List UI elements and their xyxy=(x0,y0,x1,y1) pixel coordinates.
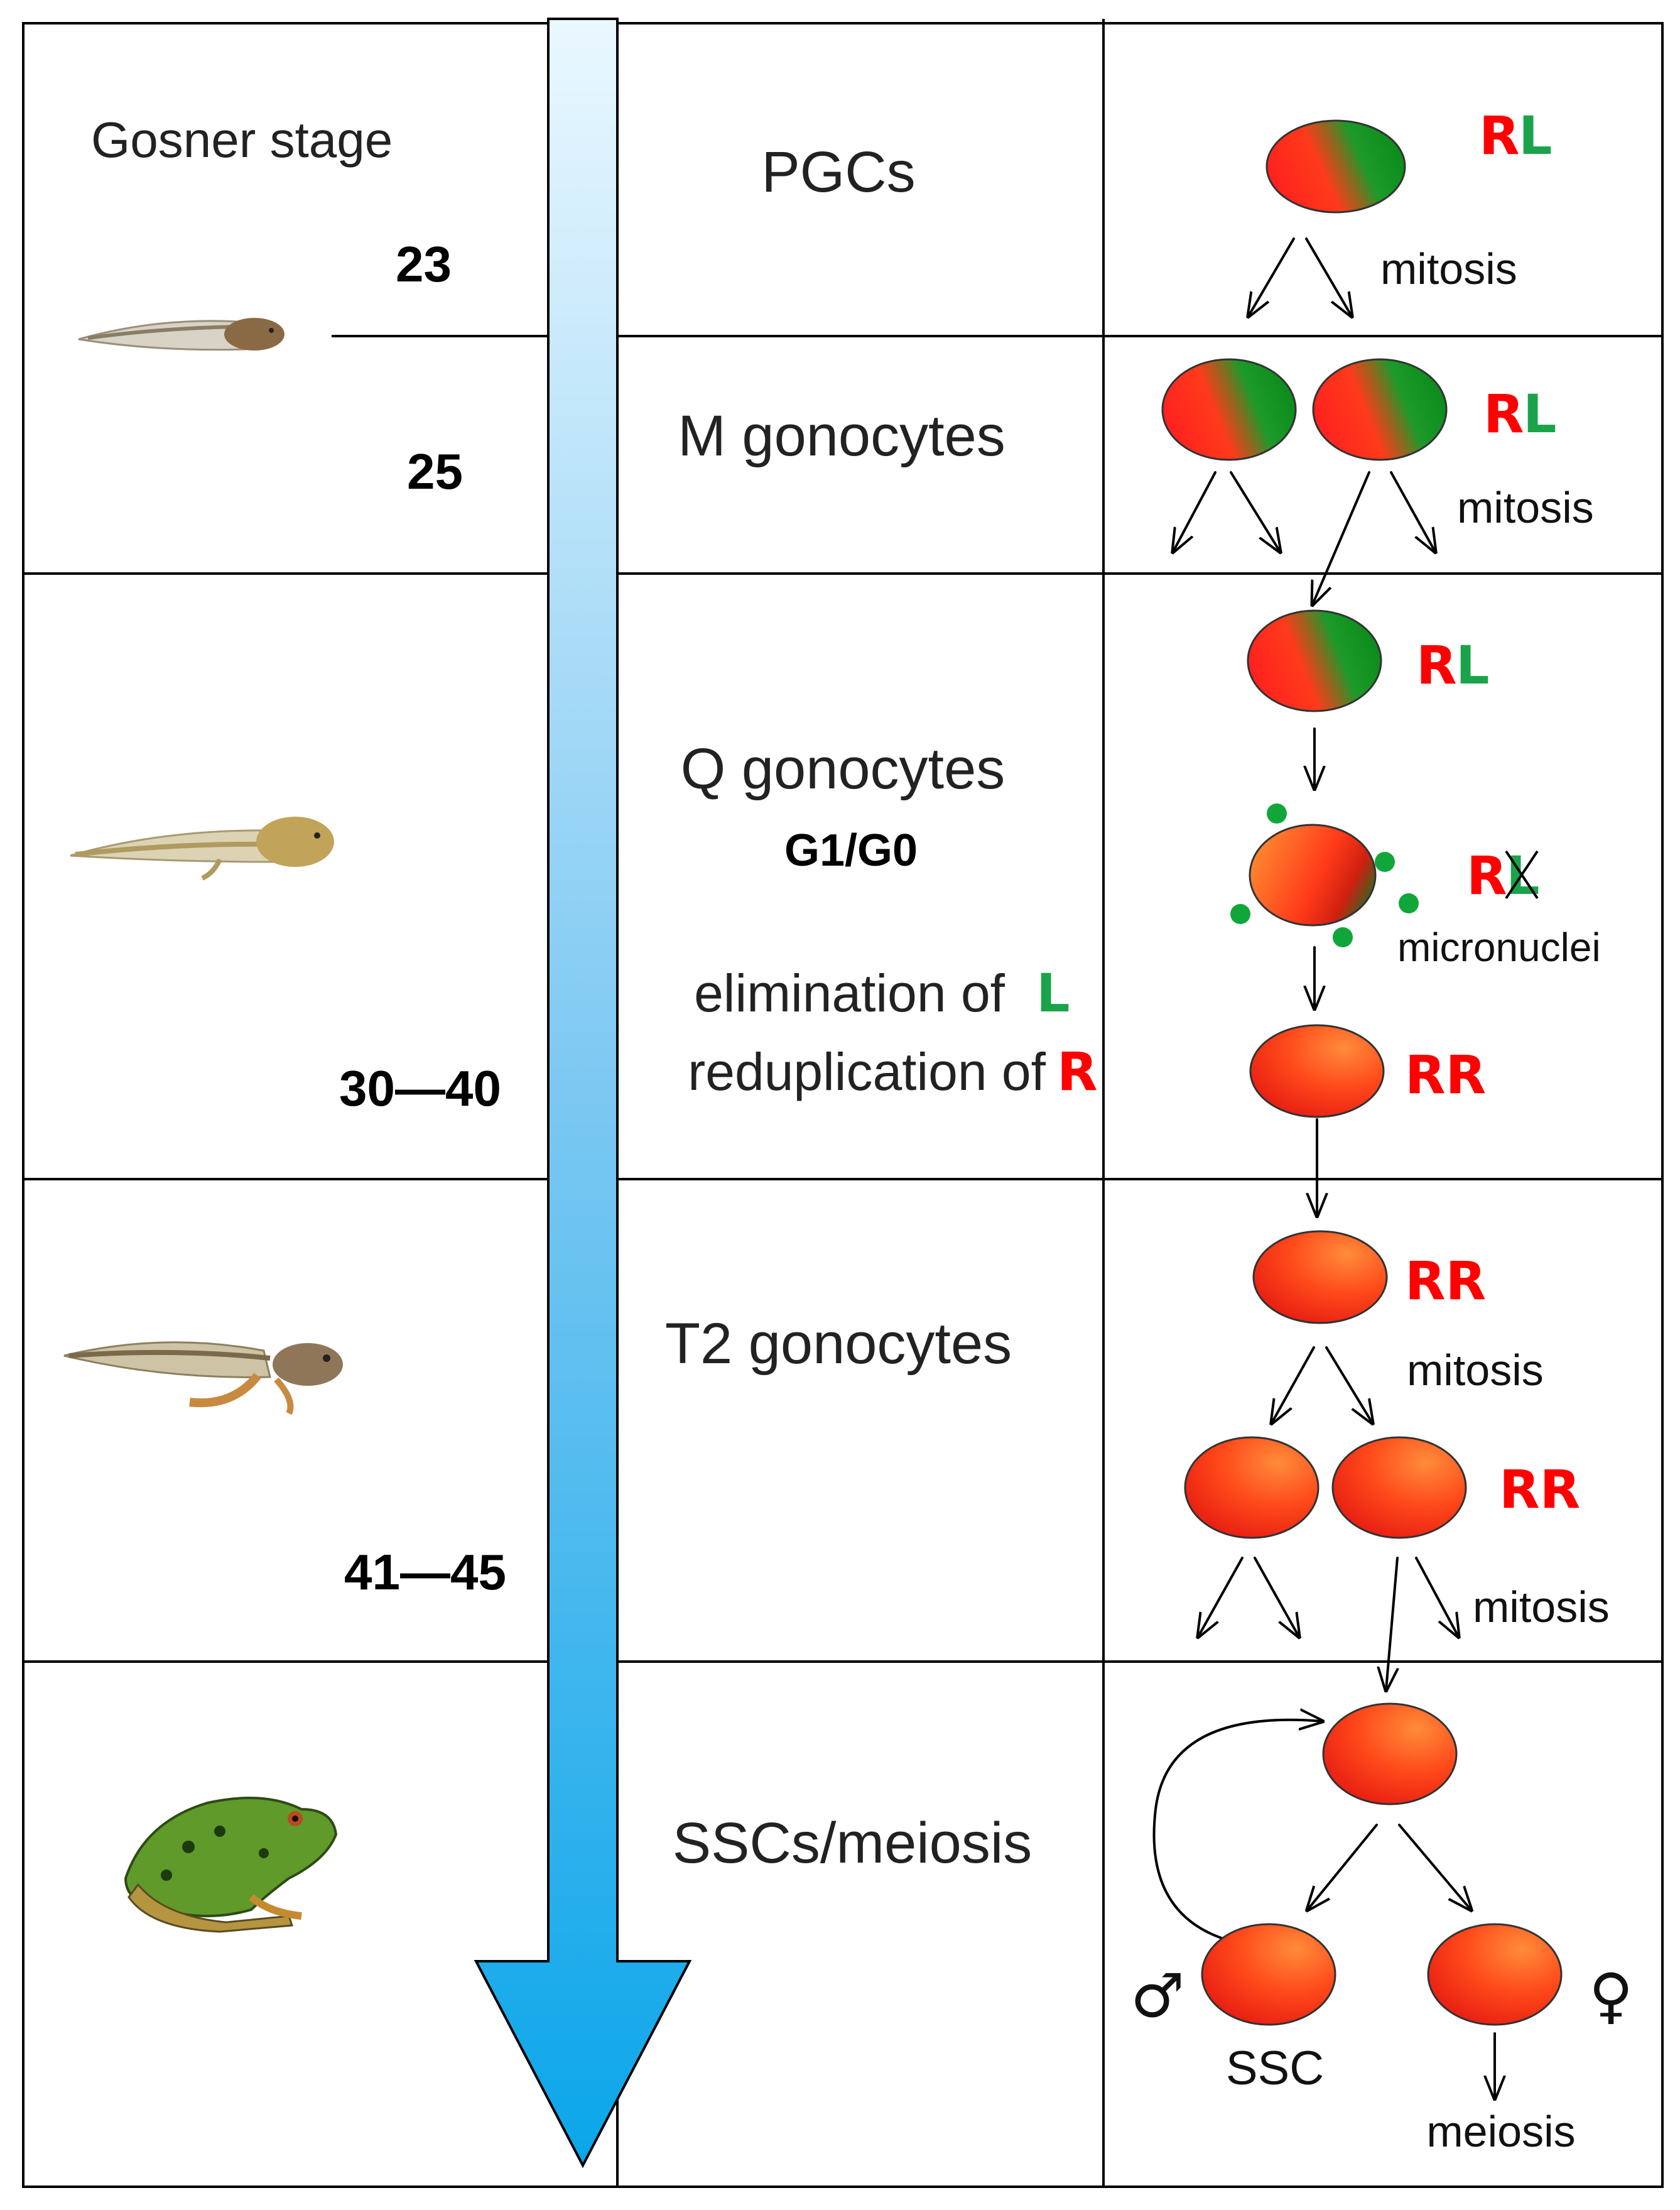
row-label: SSCs/meiosis xyxy=(673,1811,1032,1875)
micronuclei-caption: micronuclei xyxy=(1397,925,1601,970)
genome-l: L xyxy=(1519,105,1553,166)
row-label: M gonocytes xyxy=(678,404,1005,468)
mitosis-caption: mitosis xyxy=(1380,244,1517,293)
cell-rr xyxy=(1184,1436,1320,1539)
genome-r: R xyxy=(1479,105,1520,166)
genome-rr: RR xyxy=(1405,1044,1486,1106)
frog-icon xyxy=(124,1797,338,1933)
mitosis-arrow xyxy=(1305,237,1352,316)
mitosis-arrow xyxy=(1415,1557,1458,1636)
cell-ssc xyxy=(1322,1702,1458,1805)
reduplication-letter: R xyxy=(1057,1041,1098,1102)
mitosis-caption: mitosis xyxy=(1457,483,1594,532)
mitosis-arrow xyxy=(1386,1557,1397,1690)
row-label: PGCs xyxy=(761,140,915,204)
mitosis-arrow xyxy=(1313,471,1370,604)
stage-number: 23 xyxy=(396,236,452,292)
mitosis-arrow xyxy=(1325,1346,1372,1423)
cell-rr xyxy=(1249,1024,1385,1118)
row-label: T2 gonocytes xyxy=(665,1312,1012,1376)
tadpole-late-icon xyxy=(63,1341,343,1415)
female-symbol: ♀ xyxy=(1589,1961,1633,2031)
self-renewal-arrow xyxy=(1152,1720,1323,1942)
stage-number: 41—45 xyxy=(344,1544,506,1600)
mitosis-arrow xyxy=(1272,1346,1315,1423)
gosner-stage-title: Gosner stage xyxy=(91,112,393,168)
mitosis-arrow xyxy=(1198,1557,1244,1636)
arrow-branch xyxy=(1398,1824,1471,1910)
cell-rl xyxy=(1265,119,1406,214)
genome-r: R xyxy=(1466,845,1507,906)
reduplication-text: reduplication of xyxy=(688,1042,1046,1101)
mitosis-caption: mitosis xyxy=(1473,1582,1610,1631)
mitosis-arrow xyxy=(1390,471,1435,552)
elimination-text: elimination of xyxy=(694,964,1005,1023)
mitosis-caption: mitosis xyxy=(1407,1346,1544,1395)
tadpole-mid-icon xyxy=(70,817,334,881)
micronuclei-dots xyxy=(1230,803,1419,947)
cell-ssc xyxy=(1201,1923,1336,2026)
cell-rl xyxy=(1247,609,1382,712)
mitosis-arrow xyxy=(1249,237,1295,316)
male-symbol: ♂ xyxy=(1130,1961,1184,2031)
genome-l: L xyxy=(1523,383,1557,445)
tadpole-early-icon xyxy=(78,318,285,351)
genome-rr: RR xyxy=(1405,1250,1486,1312)
time-arrow xyxy=(474,18,692,2169)
genome-r: R xyxy=(1483,383,1524,445)
genome-l: L xyxy=(1456,634,1490,696)
stage-number: 25 xyxy=(407,444,463,499)
genome-r: R xyxy=(1416,634,1457,696)
row-label: Q gonocytes xyxy=(681,737,1005,801)
outer-border xyxy=(22,22,1664,2188)
arrow-branch xyxy=(1308,1824,1378,1910)
elimination-letter: L xyxy=(1036,962,1070,1024)
stage-number: 30—40 xyxy=(339,1060,501,1116)
cell-rr xyxy=(1331,1436,1467,1539)
cell-rl xyxy=(1312,358,1448,461)
cell-eliminating xyxy=(1249,824,1377,927)
genome-rr: RR xyxy=(1499,1459,1580,1520)
ssc-caption: SSC xyxy=(1226,2042,1324,2095)
mitosis-arrow xyxy=(1254,1557,1299,1636)
cell-rr xyxy=(1252,1230,1388,1324)
meiosis-caption: meiosis xyxy=(1426,2107,1575,2156)
mitosis-arrow xyxy=(1230,471,1280,552)
cell-oocyte-precursor xyxy=(1427,1923,1563,2026)
row-sublabel: G1/G0 xyxy=(784,825,918,876)
cross-out-icon xyxy=(1505,850,1539,900)
mitosis-arrow xyxy=(1173,471,1217,552)
cell-rl xyxy=(1161,358,1297,461)
